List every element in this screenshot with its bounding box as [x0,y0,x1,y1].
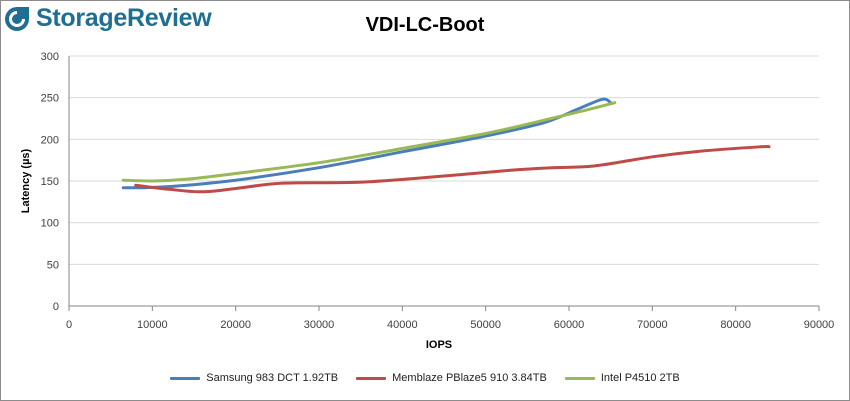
series-line-1 [134,144,771,194]
y-tick-label: 150 [41,176,59,188]
legend-label: Memblaze PBlaze5 910 3.84TB [392,372,547,384]
legend-swatch [170,376,201,380]
legend-label: Samsung 983 DCT 1.92TB [206,372,339,384]
y-tick-label: 0 [53,301,59,313]
legend-item: Memblaze PBlaze5 910 3.84TB [356,372,547,384]
legend-swatch [564,376,595,380]
x-tick-label: 40000 [387,319,418,331]
x-tick-label: 50000 [470,319,501,331]
x-tick-label: 20000 [220,319,251,331]
x-tick-label: 60000 [554,319,585,331]
y-tick-label: 300 [41,51,59,63]
series-line-2 [121,101,617,183]
x-tick-label: 90000 [804,319,835,331]
x-tick-label: 80000 [720,319,751,331]
y-tick-label: 250 [41,93,59,105]
y-axis-title: Latency (µs) [20,148,32,213]
series-line-0 [121,97,613,190]
legend-label: Intel P4510 2TB [600,372,680,384]
chart-title: VDI-LC-Boot [365,14,485,36]
y-tick-label: 200 [41,134,59,146]
legend-item: Intel P4510 2TB [564,372,680,384]
y-tick-label: 100 [41,218,59,230]
x-axis-title: IOPS [426,339,452,351]
x-tick-label: 0 [66,319,72,331]
legend-item: Samsung 983 DCT 1.92TB [170,372,338,384]
storagereview-logo-icon [5,6,29,31]
chart-legend: Samsung 983 DCT 1.92TB Memblaze PBlaze5 9… [0,372,850,384]
y-tick-label: 50 [47,259,59,271]
brand-name: StorageReview [36,4,212,32]
x-tick-label: 10000 [137,319,168,331]
brand-logo: StorageReview [4,4,212,33]
x-tick-label: 70000 [637,319,668,331]
x-tick-label: 30000 [304,319,335,331]
legend-swatch [356,376,387,380]
